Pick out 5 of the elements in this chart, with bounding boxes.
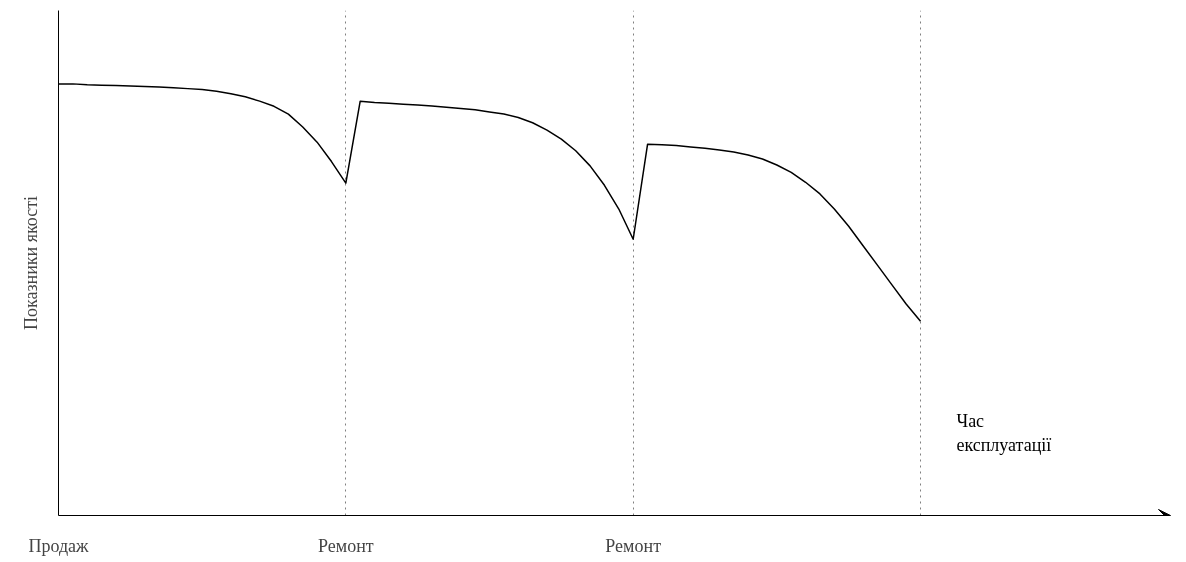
- x-axis-title: Час експлуатації: [956, 410, 1052, 455]
- y-axis-title: Показники якості: [20, 195, 41, 331]
- x-tick-label: Продаж: [28, 535, 90, 556]
- x-tick-label: Ремонт: [605, 535, 662, 556]
- x-tick-label: Ремонт: [318, 535, 374, 556]
